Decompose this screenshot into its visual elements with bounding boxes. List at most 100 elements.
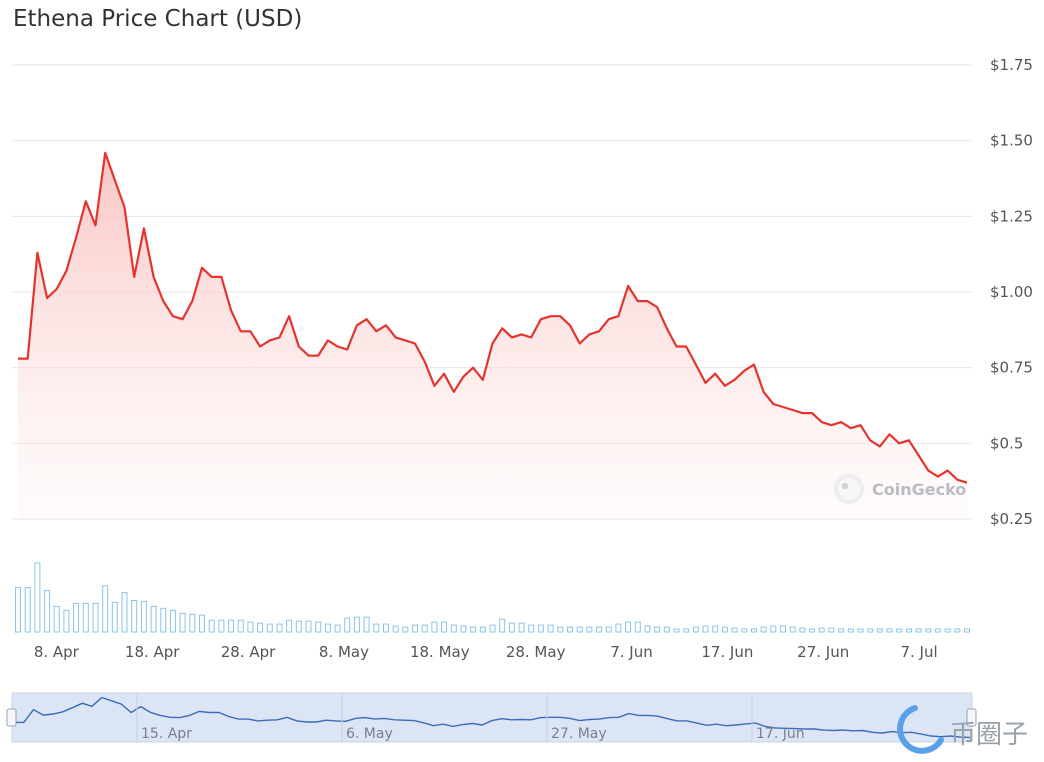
volume-bar	[150, 605, 157, 633]
volume-bar	[692, 626, 699, 633]
volume-bar	[867, 628, 874, 633]
navigator-tick-label: 17. Jun	[756, 726, 805, 742]
volume-bar	[460, 625, 467, 633]
x-tick-label: 7. Jun	[610, 643, 653, 661]
volume-bar	[663, 626, 670, 633]
navigator-right-handle[interactable]	[966, 708, 977, 727]
volume-bar	[964, 628, 970, 633]
volume-bar	[353, 616, 360, 633]
volume-bar	[625, 621, 632, 633]
volume-bar	[528, 624, 535, 633]
volume-bar	[876, 628, 883, 633]
volume-bar	[896, 628, 903, 633]
volume-bar	[344, 617, 351, 633]
volume-bar	[760, 626, 767, 633]
volume-bar	[605, 626, 612, 633]
volume-bar	[615, 623, 622, 633]
volume-bar	[857, 628, 864, 633]
brand-watermark-text: 币圈子	[950, 720, 1028, 750]
volume-bar	[160, 607, 167, 633]
range-navigator[interactable]: 15. Apr 6. May 27. May 17. Jun	[6, 692, 977, 743]
navigator-tick-label: 15. Apr	[141, 726, 192, 742]
volume-bar	[257, 622, 264, 633]
volume-bar	[673, 628, 680, 633]
volume-bar	[721, 626, 728, 633]
navigator-ticks: 15. Apr 6. May 27. May 17. Jun	[136, 693, 805, 742]
volume-bar	[247, 621, 254, 633]
y-tick-label: $1.00	[990, 283, 1033, 301]
y-tick-label: $0.75	[990, 359, 1033, 377]
volume-bar	[576, 626, 583, 633]
volume-bar	[644, 625, 651, 633]
coingecko-watermark-text: CoinGecko	[872, 480, 966, 499]
volume-bar	[208, 619, 215, 633]
volume-bar	[809, 628, 816, 633]
volume-bar	[944, 628, 951, 633]
volume-bar	[479, 626, 486, 633]
navigator-tick-label: 27. May	[551, 726, 607, 742]
volume-bar	[925, 628, 932, 633]
volume-bar	[315, 621, 322, 633]
volume-bar	[499, 618, 506, 633]
volume-bar	[63, 609, 70, 633]
volume-bar	[731, 627, 738, 633]
x-tick-label: 18. Apr	[125, 643, 180, 661]
volume-bar	[489, 624, 496, 633]
volume-bar	[596, 626, 602, 633]
site-brand-watermark: 币圈子	[897, 705, 1028, 754]
volume-bar	[954, 628, 961, 633]
volume-bar	[712, 625, 719, 633]
volume-bar	[557, 626, 564, 633]
price-area-fill	[18, 152, 967, 520]
navigator-line	[14, 696, 971, 739]
price-line	[18, 151, 968, 484]
volume-bar	[683, 628, 690, 633]
volume-bar	[780, 625, 786, 633]
volume-bar	[286, 619, 293, 633]
price-area	[18, 152, 967, 520]
price-line-layer	[18, 151, 968, 484]
volume-bar	[537, 624, 544, 633]
volume-bar	[886, 628, 893, 633]
x-tick-label: 17. Jun	[701, 643, 753, 661]
volume-bar	[799, 627, 806, 633]
x-tick-label: 28. Apr	[221, 643, 276, 661]
volume-bar	[751, 628, 757, 633]
volume-bar	[934, 628, 941, 633]
volume-bar	[402, 626, 409, 633]
volume-bar	[228, 619, 234, 633]
volume-bar	[276, 623, 283, 633]
x-axis-labels: 8. Apr 18. Apr 28. Apr 8. May 18. May 28. May…	[34, 643, 938, 661]
y-tick-label: $0.5	[990, 434, 1023, 452]
y-tick-label: $1.25	[990, 207, 1033, 225]
volume-bar	[450, 624, 457, 633]
y-tick-label: $1.50	[990, 132, 1033, 150]
volume-bar	[392, 625, 399, 633]
volume-bar	[179, 612, 186, 633]
chart-title: Ethena Price Chart (USD)	[13, 6, 303, 32]
x-tick-label: 7. Jul	[900, 643, 937, 661]
volume-bar	[586, 626, 593, 633]
volume-bar	[24, 587, 31, 633]
volume-bar	[73, 602, 80, 633]
volume-bar	[169, 609, 176, 633]
volume-bar	[131, 600, 138, 633]
volume-bar	[218, 619, 225, 633]
volume-bar	[266, 623, 273, 633]
volume-bar	[905, 628, 912, 633]
volume-bar	[847, 628, 854, 633]
volume-bar	[818, 627, 825, 633]
y-tick-label: $1.75	[990, 56, 1033, 74]
navigator-left-handle[interactable]	[6, 708, 17, 727]
volume-bar	[508, 622, 515, 633]
volume-bar	[121, 592, 128, 633]
volume-bar	[44, 590, 51, 633]
volume-bar	[305, 620, 312, 633]
volume-bar	[828, 627, 835, 633]
volume-bar	[383, 623, 389, 633]
volume-bar	[334, 624, 341, 633]
volume-bar	[324, 623, 331, 633]
volume-bar	[441, 621, 448, 633]
volume-bar	[412, 624, 418, 633]
